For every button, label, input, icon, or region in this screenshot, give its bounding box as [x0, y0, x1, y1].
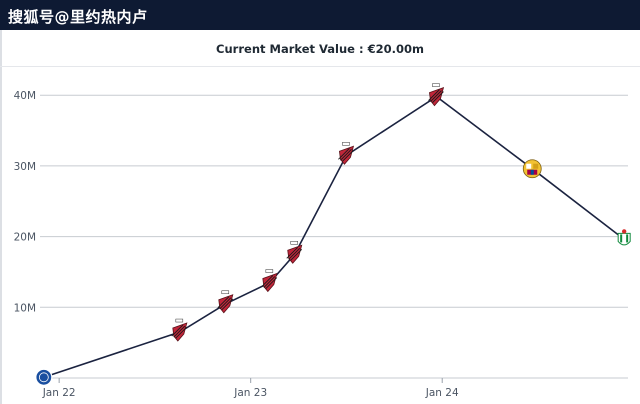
barcelona-cross-field	[526, 163, 532, 169]
athletico-shield-shape	[339, 145, 355, 165]
athletico-crest-icon	[171, 318, 188, 342]
chart-title: Current Market Value : €20.00m	[216, 42, 424, 56]
athletico-stripe	[265, 277, 278, 289]
athletico-stripe	[171, 324, 184, 337]
athletico-crest-top	[432, 83, 440, 87]
real-betis-crest-icon	[617, 232, 631, 246]
athletico-shield-shape	[262, 272, 278, 293]
cruzeiro-crest-ring-icon	[38, 372, 49, 383]
athletico-crest-icon	[261, 269, 278, 293]
athletico-stripe	[286, 246, 299, 259]
athletico-crest-top	[342, 142, 350, 146]
athletico-crest-icon	[286, 241, 303, 264]
athletico-stripe	[261, 275, 274, 287]
athletico-stripe	[340, 148, 352, 161]
athletico-shield-shape	[172, 322, 188, 342]
betis-stripe	[620, 234, 623, 243]
betis-crown	[621, 229, 627, 234]
athletico-stripe	[428, 89, 440, 101]
athletico-stripe	[217, 296, 230, 309]
barcelona-crest-icon	[522, 159, 542, 179]
athletico-crest-icon	[217, 290, 234, 314]
barcelona-senyera-field	[533, 163, 539, 169]
x-tick-label: Jan 23	[233, 387, 267, 399]
y-tick-label: 40M	[14, 90, 36, 102]
athletico-crest-top	[290, 241, 298, 245]
barcelona-stripe-blue	[530, 169, 534, 175]
athletico-crest-top	[175, 318, 184, 323]
athletico-stripe	[290, 248, 303, 261]
athletico-stripe	[338, 147, 350, 160]
watermark-bar: 搜狐号@里约热内卢	[0, 0, 640, 30]
athletico-stripe	[219, 297, 232, 310]
y-tick-label: 10M	[14, 302, 36, 314]
betis-stripe	[626, 234, 629, 243]
x-tick-label: Jan 22	[42, 387, 76, 399]
athletico-stripe	[432, 91, 444, 103]
x-tick-label: Jan 24	[425, 387, 459, 399]
title-divider	[0, 66, 640, 67]
watermark-text: 搜狐号@里约热内卢	[8, 8, 148, 26]
athletico-shield-shape	[218, 294, 234, 314]
athletico-crest-top	[221, 290, 230, 295]
athletico-stripe	[342, 149, 354, 162]
athletico-stripe	[175, 326, 188, 339]
athletico-shield-shape	[429, 86, 445, 107]
y-tick-label: 20M	[14, 232, 36, 244]
athletico-stripe	[173, 325, 186, 338]
athletico-stripe	[221, 298, 234, 311]
chart-panel	[0, 30, 640, 404]
athletico-crest-icon	[338, 142, 355, 165]
athletico-crest-top	[265, 269, 274, 273]
cruzeiro-crest-icon	[35, 368, 53, 386]
chart-left-border	[0, 30, 2, 404]
athletico-stripe	[288, 247, 301, 260]
athletico-crest-icon	[428, 83, 445, 107]
athletico-stripe	[430, 90, 442, 102]
athletico-stripe	[263, 276, 276, 288]
y-tick-label: 30M	[14, 161, 36, 173]
